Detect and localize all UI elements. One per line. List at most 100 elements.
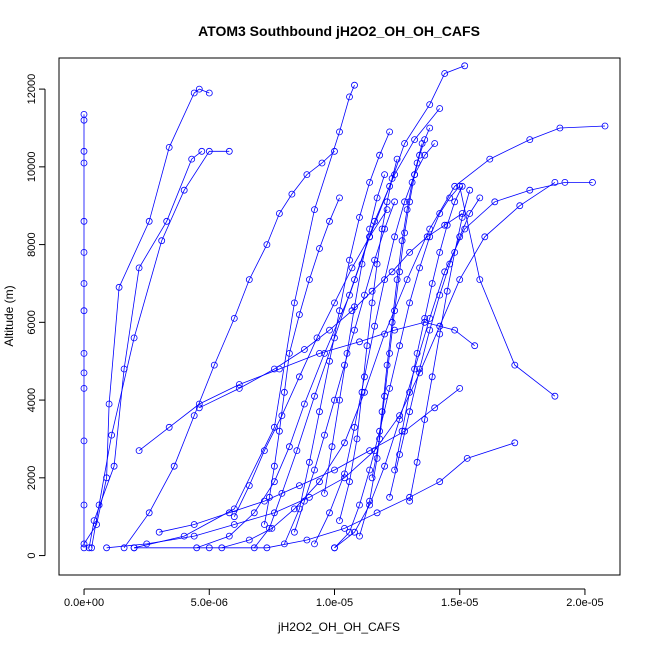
- data-point: [486, 155, 494, 163]
- data-point: [436, 330, 444, 338]
- data-point: [326, 326, 333, 334]
- data-point: [456, 233, 464, 241]
- data-point: [406, 299, 414, 307]
- data-point: [80, 369, 88, 377]
- data-point: [436, 478, 444, 486]
- data-point: [326, 509, 333, 517]
- data-point: [331, 466, 338, 474]
- data-point: [446, 260, 454, 268]
- data-point: [331, 396, 338, 404]
- data-point: [268, 525, 276, 532]
- data-point: [551, 392, 559, 400]
- x-axis: 0.0e+00 5.0e-06 1.0e-05 1.5e-05 2.0e-05: [64, 588, 604, 609]
- data-point: [373, 509, 381, 517]
- data-point: [278, 489, 286, 497]
- data-point: [230, 521, 238, 528]
- data-point: [351, 303, 358, 311]
- series-line-24: [233, 209, 388, 517]
- data-point: [260, 497, 268, 505]
- data-point: [451, 198, 459, 206]
- data-point: [326, 217, 333, 225]
- data-point: [351, 326, 358, 334]
- data-point: [300, 346, 308, 353]
- data-point: [358, 388, 366, 396]
- data-point: [511, 361, 519, 369]
- data-point: [413, 159, 421, 167]
- data-point: [190, 412, 198, 420]
- data-point: [80, 159, 88, 167]
- data-point: [130, 334, 138, 342]
- data-point: [398, 427, 406, 435]
- series-line-3: [91, 150, 230, 548]
- data-point: [120, 544, 128, 552]
- y-tick-label: 8000: [26, 232, 38, 256]
- data-point: [391, 198, 399, 206]
- data-point: [526, 136, 534, 144]
- data-point: [366, 501, 374, 509]
- data-point: [195, 400, 203, 408]
- data-point: [210, 361, 218, 369]
- data-point: [366, 497, 374, 505]
- data-point: [88, 544, 95, 552]
- data-point: [336, 128, 343, 136]
- data-point: [383, 361, 391, 369]
- data-point: [378, 225, 386, 233]
- data-point: [343, 349, 351, 357]
- x-axis-label: jH2O2_OH_OH_CAFS: [277, 620, 400, 634]
- data-point: [275, 365, 283, 373]
- data-point: [421, 314, 429, 322]
- data-point: [476, 194, 484, 202]
- data-point: [303, 536, 311, 544]
- data-point: [103, 474, 110, 482]
- data-point: [458, 213, 466, 221]
- data-point: [406, 497, 414, 505]
- data-point: [80, 280, 88, 287]
- data-point: [381, 276, 389, 284]
- data-point: [373, 454, 381, 462]
- data-point: [416, 151, 424, 159]
- data-point: [403, 206, 411, 214]
- data-point: [198, 147, 206, 155]
- data-point: [368, 474, 376, 482]
- data-point: [225, 532, 233, 540]
- data-point: [205, 89, 213, 97]
- data-point: [263, 241, 271, 249]
- data-point: [401, 140, 409, 147]
- y-tick-label: 4000: [26, 388, 38, 412]
- data-point: [270, 462, 278, 470]
- data-point: [426, 101, 434, 108]
- data-point: [396, 416, 404, 423]
- data-point: [406, 248, 414, 256]
- data-point: [341, 525, 348, 532]
- data-point: [383, 198, 391, 206]
- data-point: [270, 365, 278, 373]
- data-point: [110, 462, 118, 470]
- data-point: [441, 70, 449, 77]
- series-line-12: [314, 143, 436, 545]
- data-point: [561, 178, 569, 186]
- data-point: [130, 544, 138, 552]
- data-point: [230, 314, 238, 322]
- data-point: [235, 384, 243, 392]
- data-point: [225, 147, 233, 155]
- data-point: [446, 194, 454, 202]
- data-point: [311, 392, 318, 400]
- data-point: [170, 462, 178, 470]
- data-point: [461, 62, 469, 70]
- data-point: [316, 478, 323, 486]
- data-point: [381, 330, 389, 338]
- data-point: [80, 437, 88, 445]
- data-point: [190, 89, 198, 97]
- data-point: [391, 326, 399, 334]
- data-point: [80, 248, 88, 256]
- series-line-1: [88, 150, 203, 548]
- x-tick-label: 0.0e+00: [64, 597, 104, 609]
- data-point: [466, 186, 474, 194]
- data-point: [316, 349, 323, 357]
- data-point: [386, 182, 394, 190]
- data-point: [290, 505, 298, 513]
- x-tick-label: 1.5e-05: [441, 597, 478, 609]
- data-point: [436, 322, 444, 330]
- data-point: [341, 361, 348, 369]
- data-point: [280, 388, 288, 396]
